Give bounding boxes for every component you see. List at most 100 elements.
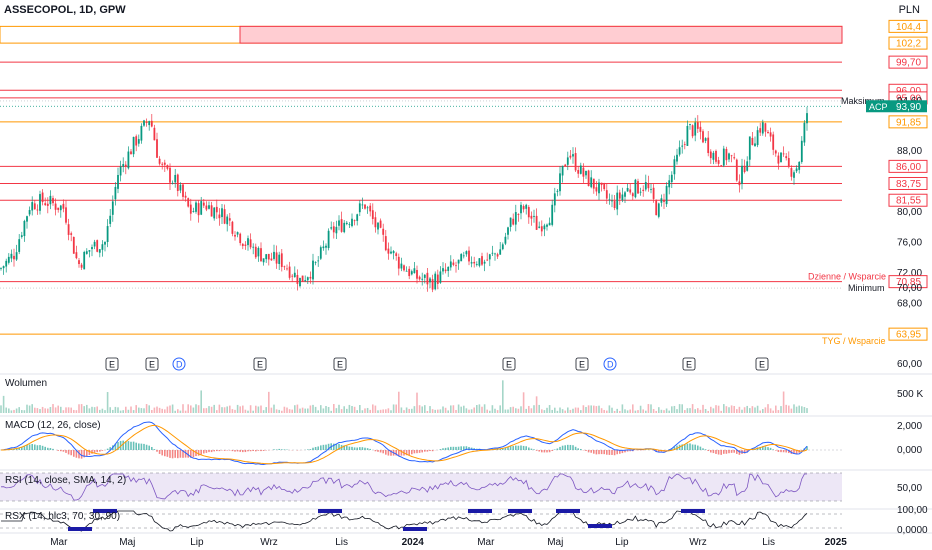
candle-body — [257, 247, 260, 257]
volume-bar — [738, 406, 741, 413]
volume-bar — [603, 409, 605, 413]
volume-bar — [494, 408, 496, 413]
candle-body — [522, 206, 525, 210]
macd-pane-title: MACD (12, 26, close) — [5, 420, 101, 431]
candle-body — [728, 153, 730, 160]
price-tag-box — [889, 100, 927, 113]
earnings-marker-label: E — [579, 360, 585, 370]
candle-body — [787, 158, 790, 167]
volume-bar — [314, 406, 317, 413]
volume-bar — [364, 408, 366, 413]
macd-hist-bar — [187, 450, 189, 458]
volume-bar — [18, 407, 20, 413]
candle-body — [145, 121, 148, 123]
earnings-marker — [755, 357, 769, 371]
macd-hist-bar — [702, 448, 704, 450]
macd-hist-bar — [764, 446, 767, 450]
candle-body — [197, 203, 200, 216]
candle-body — [234, 234, 236, 237]
time-axis-label: Wrz — [689, 537, 707, 548]
macd-hist-bar — [733, 450, 735, 453]
volume-bar — [673, 405, 676, 413]
macd-hist-bar — [67, 450, 70, 455]
candle-body — [496, 254, 499, 257]
macd-hist-bar — [385, 450, 387, 455]
time-axis-label: Maj — [119, 537, 135, 548]
volume-bar — [294, 405, 296, 413]
macd-hist-bar — [73, 450, 75, 457]
candle-body — [208, 205, 210, 209]
candle-body — [72, 236, 75, 254]
macd-hist-bar — [504, 447, 507, 450]
macd-hist-bar — [338, 443, 340, 450]
macd-hist-bar — [122, 440, 124, 450]
volume-bar — [424, 405, 426, 413]
candle-body — [267, 253, 270, 260]
candle-body — [566, 157, 569, 165]
volume-bar — [379, 409, 382, 413]
macd-hist-bar — [236, 450, 239, 452]
candle-body — [590, 177, 593, 188]
macd-hist-bar — [522, 445, 525, 450]
macd-hist-bar — [216, 450, 218, 452]
macd-hist-bar — [676, 445, 678, 450]
macd-hist-bar — [418, 450, 421, 453]
candle-body — [462, 255, 465, 257]
macd-hist-bar — [132, 441, 135, 450]
macd-hist-bar — [252, 450, 254, 452]
candle-body — [743, 165, 746, 173]
volume-bar — [109, 407, 111, 413]
candle-body — [228, 218, 231, 221]
volume-bar — [749, 408, 751, 413]
candle-body — [218, 214, 221, 219]
candle-body — [481, 256, 483, 265]
candle-body — [717, 160, 720, 164]
macd-hist-bar — [517, 445, 520, 450]
volume-bar — [260, 405, 262, 413]
candle-body — [10, 253, 13, 259]
volume-bar — [385, 409, 387, 413]
rsx-oversold-marker — [403, 527, 427, 531]
volume-bar — [775, 405, 777, 413]
volume-bar — [231, 409, 234, 413]
macd-hist-bar — [795, 450, 798, 454]
candle-body — [163, 162, 166, 165]
macd-hist-bar — [41, 445, 44, 450]
volume-bar — [577, 407, 579, 413]
volume-bar — [75, 410, 78, 413]
volume-bar — [174, 410, 176, 413]
volume-bar — [317, 410, 319, 413]
candle-body — [182, 184, 184, 197]
macd-hist-bar — [44, 446, 46, 450]
candle-body — [153, 127, 156, 141]
volume-bar — [483, 404, 486, 413]
candle-body — [395, 253, 398, 256]
macd-hist-bar — [509, 445, 512, 450]
volume-bar — [691, 404, 694, 413]
currency-label: PLN — [898, 4, 920, 16]
volume-bar — [221, 407, 223, 413]
volume-bar — [127, 409, 130, 413]
candle-body — [790, 168, 793, 177]
volume-bar — [686, 408, 689, 413]
macd-hist-bar — [788, 450, 790, 454]
macd-hist-bar — [616, 450, 618, 455]
candle-body — [754, 143, 756, 147]
dividend-marker-label: D — [176, 360, 183, 370]
volume-bar — [169, 405, 171, 413]
dividend-marker-label: D — [607, 360, 614, 370]
candle-body — [202, 202, 205, 206]
volume-bar — [286, 407, 288, 413]
candle-body — [59, 205, 62, 211]
candle-body — [148, 121, 151, 126]
volume-bar — [567, 407, 569, 413]
candle-body — [387, 248, 390, 254]
candle-body — [449, 261, 452, 268]
macd-hist-bar — [31, 443, 33, 450]
volume-bar — [496, 410, 499, 413]
macd-hist-bar — [312, 447, 314, 450]
volume-bar — [192, 407, 195, 413]
volume-bar — [229, 405, 231, 413]
candle-body — [600, 182, 603, 186]
candle-body — [18, 239, 21, 252]
